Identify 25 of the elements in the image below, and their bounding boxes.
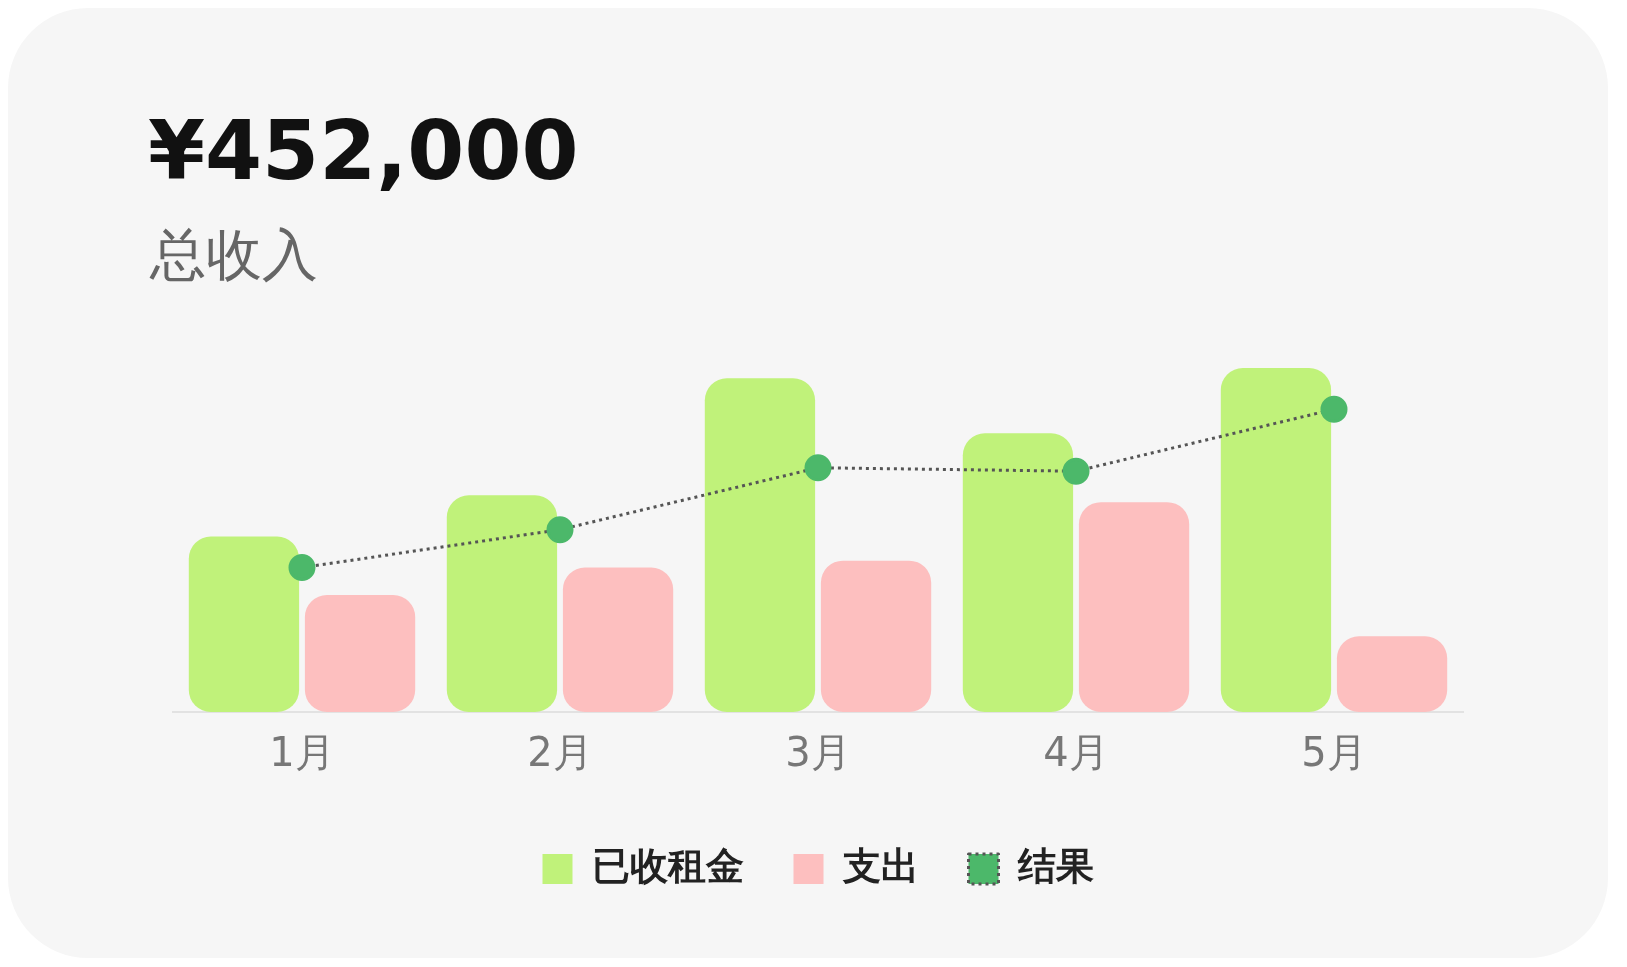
x-tick-label: 4月 <box>1043 729 1109 776</box>
bar <box>562 567 674 712</box>
legend-label: 结果 <box>1016 843 1094 888</box>
x-tick-label: 1月 <box>269 729 335 776</box>
bar <box>1336 636 1448 712</box>
bar <box>820 560 932 712</box>
bar <box>1078 502 1190 712</box>
point <box>546 516 574 544</box>
chart-subtitle: 总收入 <box>150 221 318 289</box>
x-tick-label: 2月 <box>527 729 593 776</box>
bar <box>304 595 416 712</box>
point <box>1320 395 1348 423</box>
bar <box>188 536 300 712</box>
bar <box>962 433 1074 712</box>
x-tick-label: 5月 <box>1301 729 1367 776</box>
legend-label: 已收租金 <box>591 843 744 888</box>
bar <box>1220 368 1332 712</box>
bar <box>704 378 816 712</box>
point <box>288 554 316 582</box>
legend-label: 支出 <box>841 843 919 888</box>
chart-title: ¥452,000 <box>148 103 579 198</box>
point <box>1062 457 1090 485</box>
bar <box>446 495 558 712</box>
x-tick-label: 3月 <box>785 729 851 776</box>
point <box>804 454 832 482</box>
